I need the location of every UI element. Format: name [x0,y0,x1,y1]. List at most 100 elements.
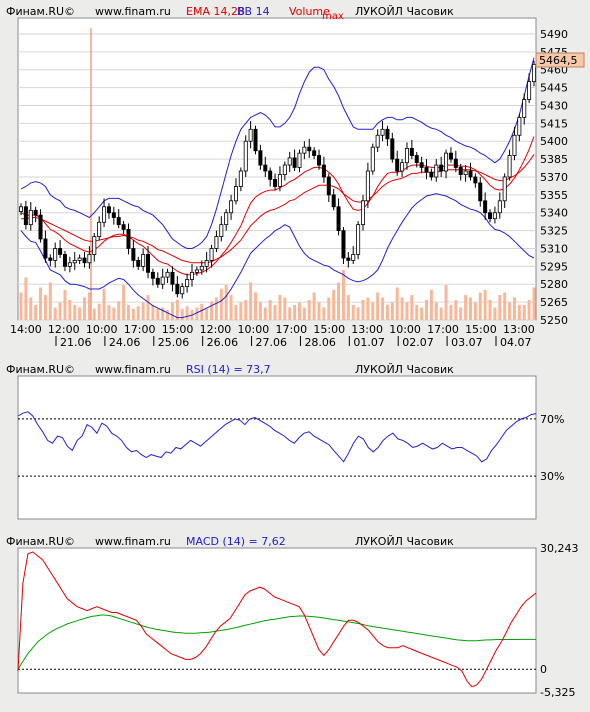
volume-bar [439,307,443,320]
ema-lines [20,136,535,276]
candle-body [82,257,87,264]
candle-body [155,277,160,285]
candle-body [497,200,502,214]
rsi-level-70-label: 70% [540,413,564,426]
candle-body [351,254,356,261]
ema-legend: EMA 14,28 [186,5,245,18]
candle-body [136,260,141,267]
candle-body [116,217,121,226]
volume-bar [102,288,106,320]
candle-body [439,164,444,172]
main-y-tick: 5325 [540,225,568,238]
macd-signal-line [17,614,536,670]
main-y-tick: 5280 [540,278,568,291]
volume-bar [53,307,57,320]
volume-bar [288,307,292,320]
x-date-label: 25.06 [158,336,190,349]
volume-bar [122,285,126,320]
volume-bar [327,297,331,320]
volume-bar [376,292,380,320]
candle-body [58,248,63,255]
volume-bar [180,308,184,320]
volume-bar [166,310,170,320]
rsi-ticker-label: ЛУКОЙЛ Часовик [355,363,454,376]
candle-body [219,224,224,237]
x-date-label: 26.06 [207,336,239,349]
volume-bar [415,305,419,320]
main-url-label[interactable]: www.finam.ru [95,5,171,18]
rsi-url-label[interactable]: www.finam.ru [95,363,171,376]
volume-bar [429,290,433,320]
candle-body [170,271,175,285]
macd-min-label: -5,325 [540,686,575,699]
main-y-tick: 5355 [540,189,568,202]
volume-bar [107,305,111,320]
volume-bar [293,305,297,320]
main-grid [18,33,536,321]
candle-body [517,116,522,136]
candle-body [390,138,395,160]
volume-bar [219,288,223,320]
volume-legend: Volume [289,5,330,18]
candle-body [160,276,165,285]
main-y-tick: 5310 [540,242,568,255]
volume-bar [224,285,228,320]
volume-bar [234,305,238,320]
x-time-label: 17:00 [275,323,307,336]
main-y-tick: 5445 [540,82,568,95]
volume-bar [346,295,350,320]
candle-body [175,283,180,295]
volume-bar [527,300,531,320]
volume-bar [493,307,497,320]
candle-body [502,176,507,202]
candle-body [146,254,151,273]
volume-bar [366,297,370,320]
candle-body [375,134,380,148]
volume-bar [405,302,409,320]
volume-bar [322,307,326,320]
volume-bar [532,287,536,320]
candle-body [165,271,170,278]
current-price-label: 5464,5 [539,54,578,67]
candle-body [33,209,38,216]
volume-bar [258,302,262,320]
candle-body [229,200,234,214]
candle-body [302,146,307,154]
candle-body [268,170,273,180]
volume-bar [351,305,355,320]
volume-bar [29,297,33,320]
volume-bar [302,307,306,320]
candle-body [532,63,537,83]
volume-bar [78,307,82,320]
candle-body [468,170,473,178]
macd-panel: Финам.RU© www.finam.ru MACD (14) = 7,62 … [6,535,579,699]
volume-bar [170,302,174,320]
candle-body [444,152,449,172]
candle-body [102,206,107,223]
volume-bar [512,297,516,320]
volume-bar [205,308,209,320]
bb-upper-line [20,57,535,249]
candle-body [522,99,527,118]
rsi-level-30-label: 30% [540,470,564,483]
candle-body [478,182,483,202]
main-y-axis: 5250 5265 5280 5295 5310 5325 5340 5355 5370 5385… [540,28,568,327]
volume-bar [522,305,526,320]
x-time-label: 10:00 [389,323,421,336]
volume-bar [146,295,150,320]
macd-url-label[interactable]: www.finam.ru [95,535,171,548]
volume-bar [156,308,160,320]
volume-bar [268,300,272,320]
candle-body [360,200,365,226]
candle-body [292,157,297,168]
candle-body [458,167,463,175]
volume-bar [332,290,336,320]
candle-body [321,164,326,178]
volume-bar [68,300,72,320]
x-date-label: 24.06 [109,336,141,349]
volume-bar [34,305,38,320]
ema14-line [20,136,535,276]
volume-bar [312,292,316,320]
main-source-label: Финам.RU© [6,5,75,18]
